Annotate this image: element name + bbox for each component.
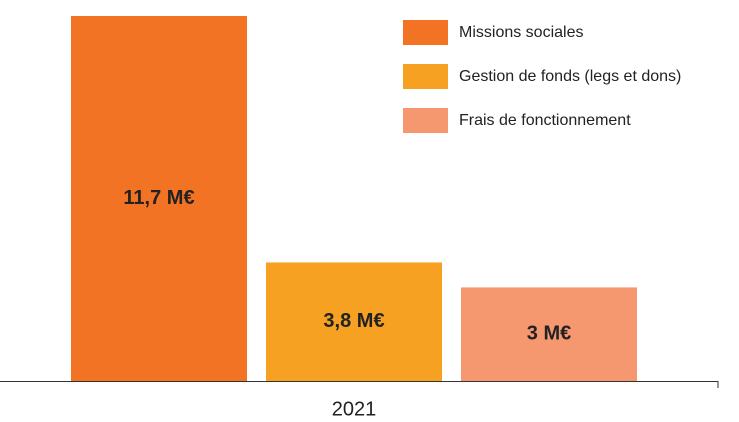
legend-swatch [403, 64, 448, 89]
legend-label: Gestion de fonds (legs et dons) [459, 68, 681, 85]
legend-label: Frais de fonctionnement [459, 112, 631, 129]
x-tick-label: 2021 [332, 398, 377, 420]
value-label: 3 M€ [527, 322, 571, 344]
bar [71, 16, 247, 381]
legend-label: Missions sociales [459, 24, 583, 41]
bar [266, 262, 442, 381]
legend-swatch [403, 108, 448, 133]
legend-swatch [403, 20, 448, 45]
bar [461, 287, 637, 381]
value-label: 3,8 M€ [323, 310, 384, 332]
value-label: 11,7 M€ [123, 187, 194, 209]
